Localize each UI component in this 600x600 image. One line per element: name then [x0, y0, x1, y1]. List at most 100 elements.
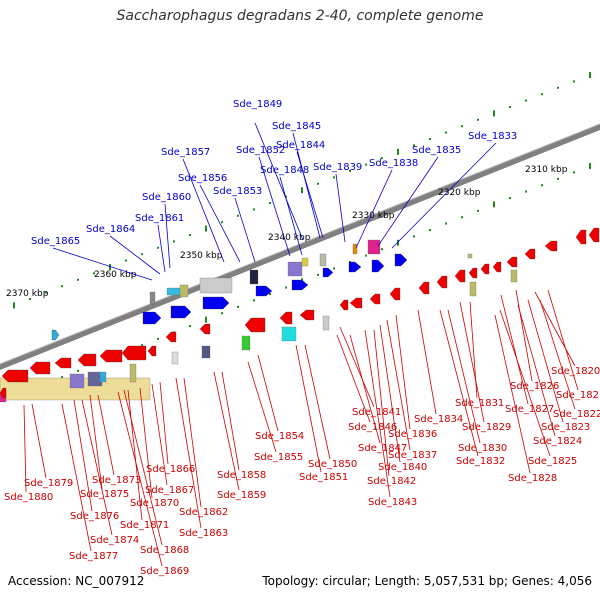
kbp-tick	[237, 305, 239, 308]
label-leader-line	[183, 377, 202, 508]
label-leader-line	[373, 329, 390, 477]
gene-label-reverse: Sde_1827	[505, 404, 554, 415]
gene-label-forward: Sde_1857	[161, 147, 210, 158]
kbp-label: 2320 kbp	[438, 188, 481, 198]
label-leader-line	[123, 389, 163, 546]
gene-label-reverse: Sde_1871	[120, 520, 169, 531]
kbp-label: 2340 kbp	[268, 233, 311, 243]
gene-label-forward: Sde_1848	[260, 165, 309, 176]
reverse-gene-arrow	[299, 309, 315, 321]
gene-label-forward: Sde_1853	[213, 186, 262, 197]
reverse-gene-arrow	[588, 227, 600, 243]
label-leader-line	[379, 324, 401, 463]
feature-box	[201, 345, 211, 359]
label-leader-line	[247, 361, 277, 453]
label-leader-line	[97, 394, 115, 476]
label-leader-line	[157, 224, 166, 273]
label-leader-line	[515, 289, 533, 382]
gene-label-reverse: Sde_1836	[388, 429, 437, 440]
reverse-gene-arrow	[349, 297, 363, 309]
kbp-tick	[109, 264, 111, 270]
label-leader-line	[304, 344, 331, 460]
label-leader-line	[386, 319, 411, 451]
forward-gene-arrow	[394, 253, 408, 267]
gene-label-reverse: Sde_1823	[541, 422, 590, 433]
gene-label-forward: Sde_1860	[142, 192, 191, 203]
kbp-tick	[493, 201, 495, 208]
feature-box	[281, 326, 297, 342]
kbp-tick	[333, 176, 335, 179]
kbp-tick	[557, 86, 559, 89]
label-leader-line	[258, 156, 291, 257]
label-leader-line	[547, 289, 579, 391]
reverse-gene-arrow	[279, 311, 293, 325]
kbp-tick	[477, 118, 479, 121]
label-leader-line	[539, 299, 576, 410]
gene-label-reverse: Sde_1870	[130, 498, 179, 509]
kbp-tick	[61, 376, 63, 379]
gene-label-forward: Sde_1845	[272, 121, 321, 132]
kbp-tick	[413, 144, 415, 147]
kbp-label: 2370 kbp	[6, 289, 49, 299]
genome-title: Saccharophagus degradans 2-40, complete …	[116, 8, 484, 24]
label-leader-line	[296, 151, 324, 239]
gene-label-forward: Sde_1839	[313, 162, 362, 173]
kbp-tick	[221, 221, 223, 224]
gene-label-reverse: Sde_1869	[140, 566, 189, 577]
label-leader-line	[395, 314, 411, 430]
gene-label-reverse: Sde_1841	[352, 407, 401, 418]
label-leader-line	[417, 309, 437, 415]
reverse-gene-arrow	[54, 357, 72, 369]
reverse-gene-arrow	[29, 361, 51, 375]
gene-label-forward: Sde_1856	[178, 173, 227, 184]
kbp-tick	[525, 99, 527, 102]
gene-label-forward: Sde_1865	[31, 236, 80, 247]
kbp-tick	[125, 259, 127, 262]
label-leader-line	[336, 334, 371, 423]
kbp-tick	[141, 344, 143, 347]
feature-box	[199, 277, 233, 294]
feature-box	[99, 371, 107, 383]
label-leader-line	[494, 314, 531, 474]
feature-box	[301, 257, 309, 267]
kbp-tick	[77, 369, 79, 372]
gene-label-reverse: Sde_1832	[456, 456, 505, 467]
kbp-tick	[45, 291, 47, 294]
forward-gene-arrow	[255, 285, 273, 297]
label-leader-line	[109, 235, 161, 275]
forward-gene-arrow	[142, 311, 162, 325]
gene-label-forward: Sde_1838	[369, 158, 418, 169]
forward-gene-arrow	[322, 267, 334, 278]
label-leader-line	[279, 176, 303, 256]
gene-label-reverse: Sde_1829	[462, 422, 511, 433]
reverse-gene-arrow	[436, 275, 448, 289]
kbp-tick	[589, 163, 591, 169]
kbp-tick	[573, 80, 575, 83]
gene-label-reverse: Sde_1867	[145, 485, 194, 496]
gene-label-reverse: Sde_1873	[92, 475, 141, 486]
kbp-tick	[269, 293, 271, 295]
reverse-gene-arrow	[339, 299, 349, 311]
kbp-tick	[509, 197, 511, 199]
label-leader-line	[364, 329, 391, 498]
gene-label-reverse: Sde_1862	[179, 507, 228, 518]
label-leader-line	[254, 122, 304, 241]
label-leader-line	[213, 371, 240, 491]
gene-label-reverse: Sde_1825	[528, 456, 577, 467]
feature-box	[352, 243, 358, 255]
kbp-label: 2310 kbp	[525, 165, 568, 175]
label-leader-line	[31, 403, 47, 479]
kbp-tick	[493, 110, 495, 117]
gene-label-reverse: Sde_1842	[367, 476, 416, 487]
feature-box	[179, 284, 189, 298]
kbp-tick	[61, 285, 63, 288]
label-leader-line	[527, 299, 564, 423]
reverse-gene-arrow	[544, 240, 558, 252]
kbp-tick	[589, 72, 591, 78]
gene-label-reverse: Sde_1834	[414, 414, 463, 425]
label-leader-line	[517, 304, 556, 437]
label-leader-line	[500, 294, 529, 405]
label-leader-line	[52, 247, 153, 281]
gene-label-forward: Sde_1849	[233, 99, 282, 110]
